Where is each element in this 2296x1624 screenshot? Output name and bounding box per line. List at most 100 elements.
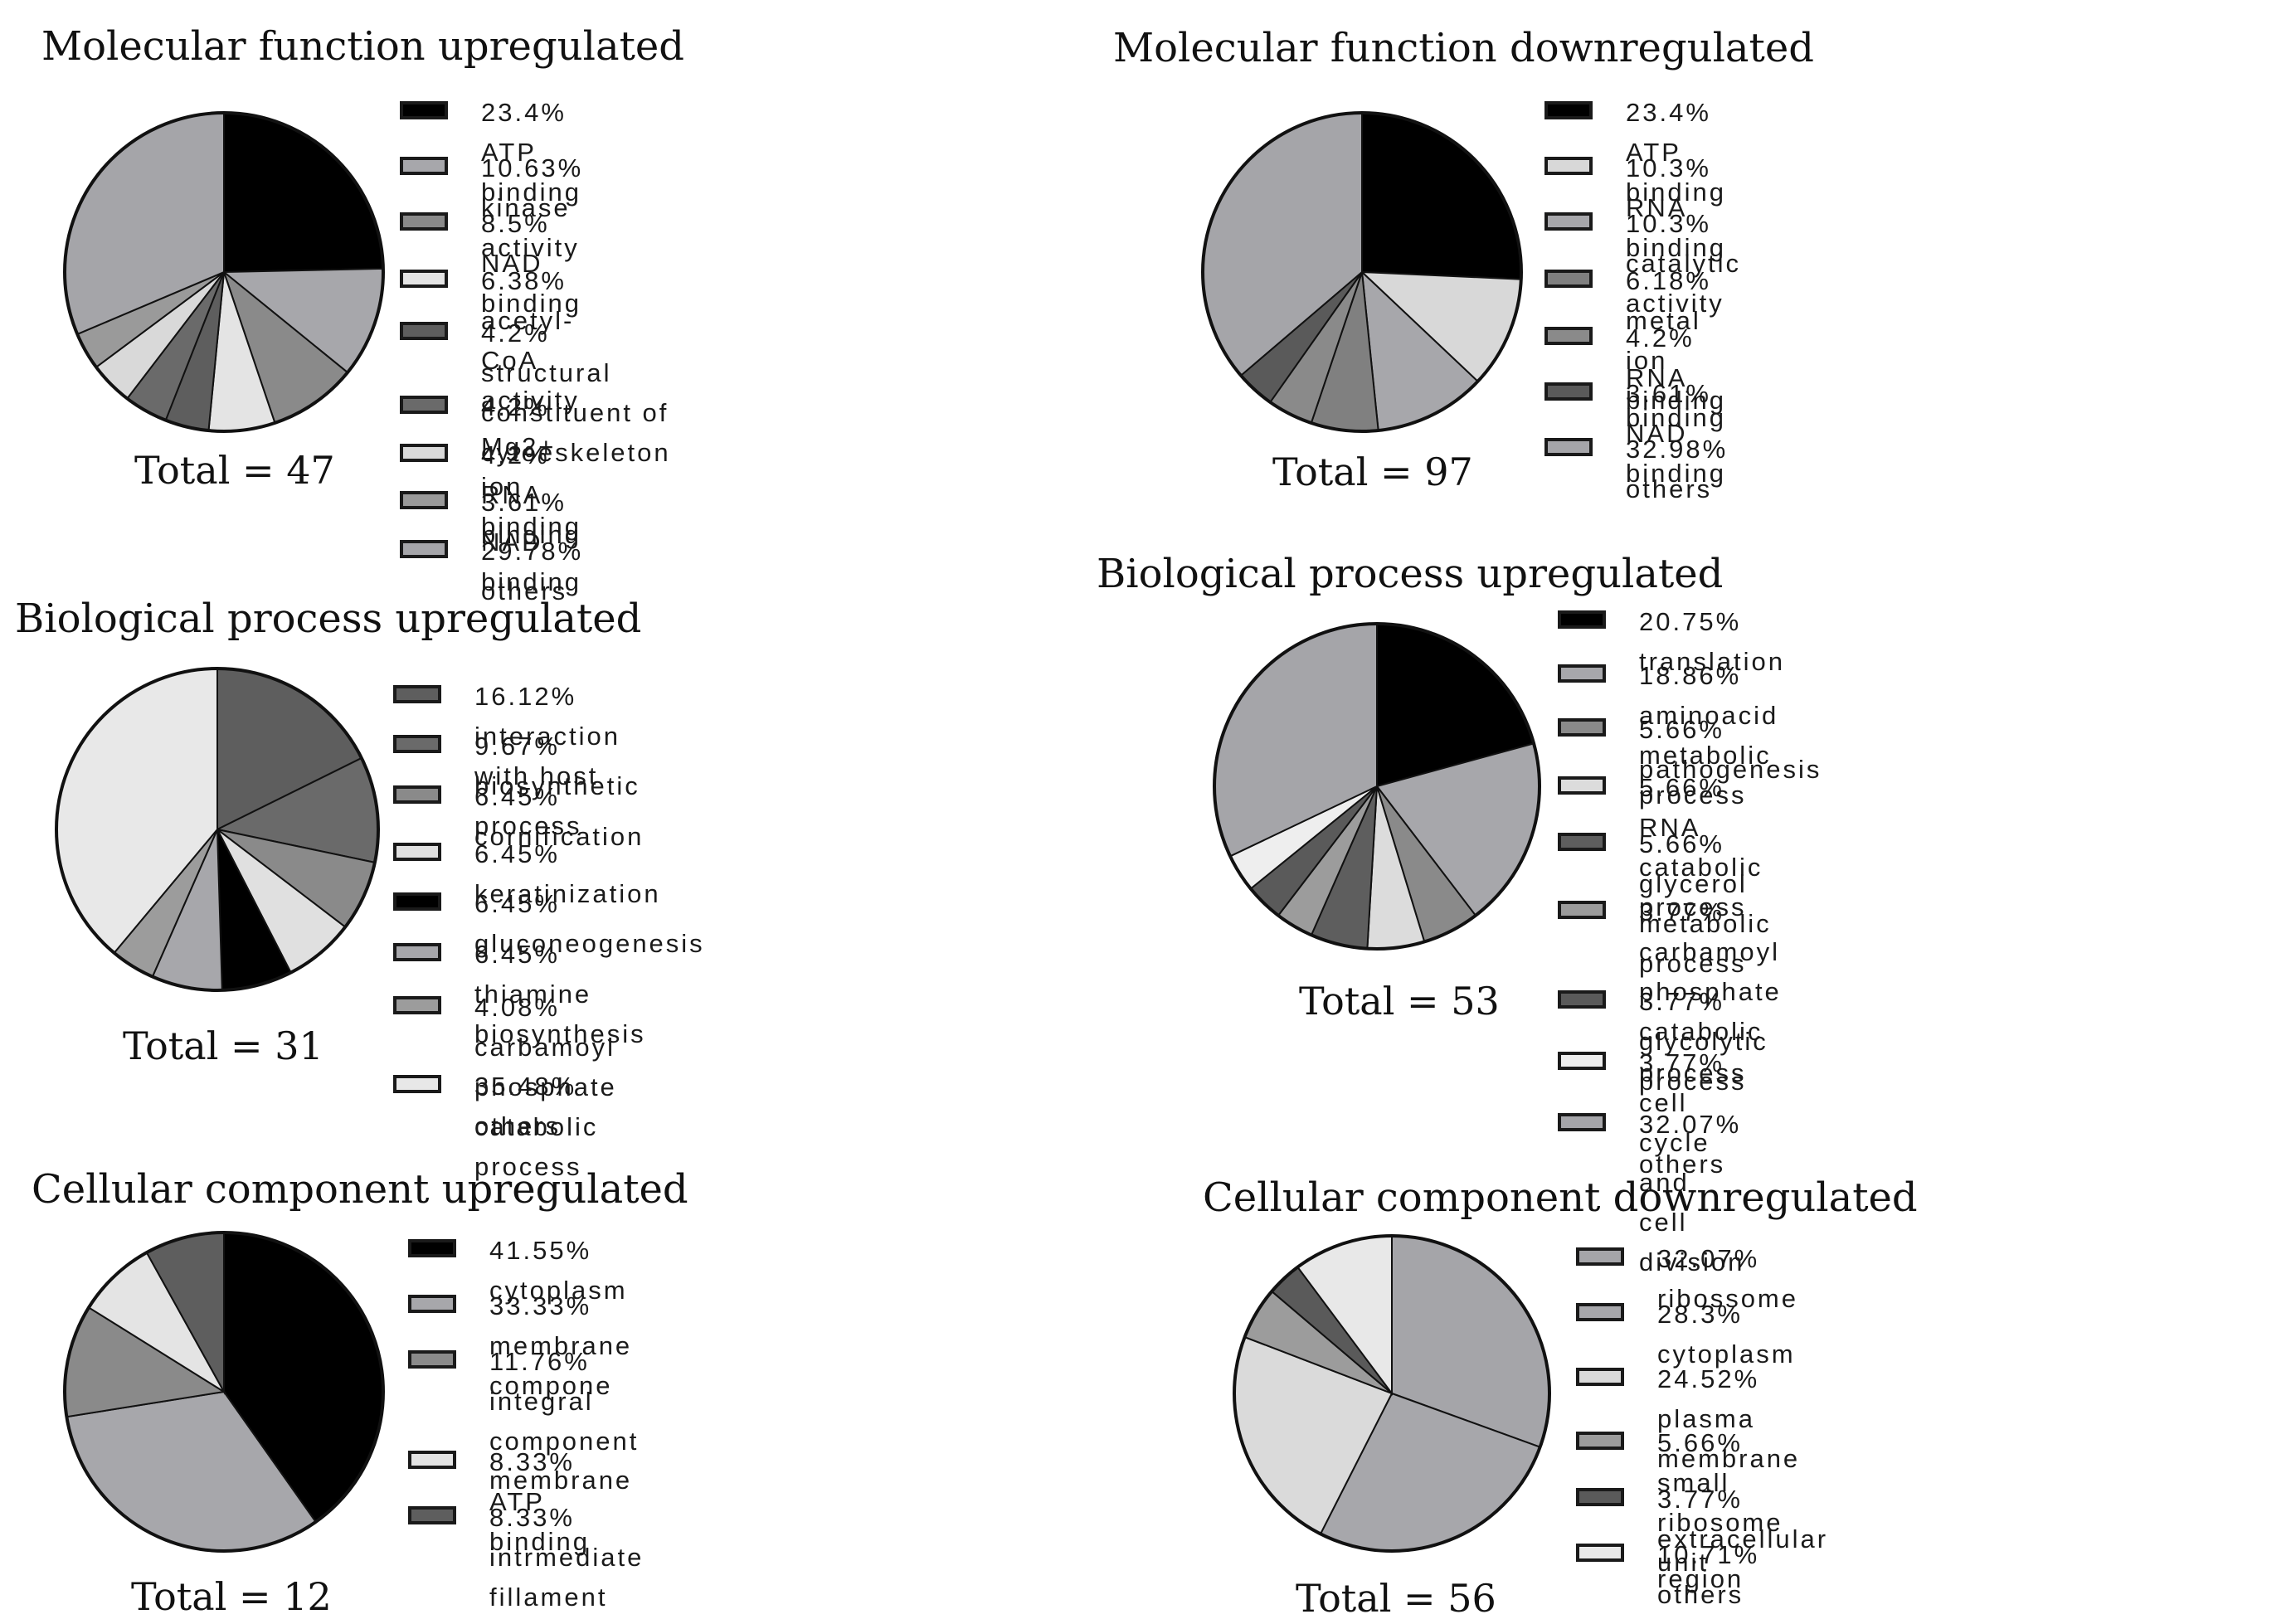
legend-label-line: 29.78% others (481, 537, 584, 605)
legend-label-line: 3.61% NAD binding (481, 488, 581, 596)
legend-label-line: 5.66% small ribosome unit (1657, 1428, 1783, 1577)
legend-swatch (400, 396, 448, 414)
legend-label: 5.66% pathogenesis (1639, 710, 1822, 790)
legend-swatch (1544, 212, 1593, 231)
legend-label: 10.71% others (1657, 1535, 1759, 1615)
pie-outline (1233, 1234, 1551, 1553)
pie-chart (1213, 622, 1541, 951)
pie-chart (55, 667, 380, 992)
legend-label: 8.5% NAD binding (481, 204, 581, 323)
chart-title: Molecular function upregulated (41, 23, 684, 70)
legend-label: 33.33% membrane compone (489, 1286, 632, 1406)
legend-swatch (1558, 990, 1606, 1009)
legend-label-line: 4.2% RNA binding (481, 440, 581, 549)
legend-swatch (400, 322, 448, 340)
legend-label: 10.3% RNA binding (1626, 148, 1726, 268)
legend-swatch (408, 1506, 456, 1524)
legend-swatch (393, 685, 441, 703)
legend-label-line: 4.2% Mg2+ ion binding (481, 392, 581, 541)
pie-chart (1233, 1234, 1551, 1553)
legend-label-line: 5.66% RNA catabolic process (1639, 773, 1763, 921)
legend-swatch (400, 491, 448, 509)
legend-label: 3.77% cell cycle and cell division (1639, 1043, 1744, 1282)
legend-label: 8.33% ATP binding (489, 1442, 590, 1562)
legend-label-line: 3.77% cell cycle and cell division (1639, 1048, 1745, 1276)
legend-label: 8.33% intrmediate fillament (489, 1498, 644, 1617)
legend-label-line: 6.45% thiamine biosynthesis (474, 940, 646, 1048)
legend-label: 16.12% interaction with host (474, 677, 620, 796)
chart-title: Cellular component downregulated (1203, 1174, 1918, 1221)
total-label: Total = 97 (1272, 450, 1473, 494)
legend-swatch (393, 735, 441, 753)
legend-label-line: 11.76% integral component (489, 1347, 640, 1456)
legend-label: 23.4% ATP binding (1626, 93, 1726, 212)
legend-label: 41.55% cytoplasm (489, 1231, 628, 1310)
legend-swatch (1544, 101, 1593, 119)
legend-label: 5.66% small ribosome unit (1657, 1423, 1783, 1583)
pie-outline (63, 1231, 385, 1553)
legend-label: 3.61% NAD binding (481, 483, 581, 602)
legend-label: 20.75% translation (1639, 602, 1785, 682)
pie-slice (223, 111, 384, 274)
legend-label: 23.4% ATP binding (481, 93, 581, 212)
legend-label-line: 41.55% cytoplasm (489, 1236, 628, 1305)
legend-swatch (1576, 1488, 1624, 1506)
legend-label: 10.3% catalytic activity (1626, 204, 1741, 323)
legend-label: 4.08% carbamoyl phosphate catabolic proce… (474, 988, 617, 1187)
legend-label-line: 28.3% cytoplasm (1657, 1300, 1796, 1369)
legend-label-line: 32.07% ribossome (1657, 1244, 1798, 1313)
legend-swatch (1576, 1368, 1624, 1386)
legend-swatch (393, 892, 441, 911)
legend-swatch (1576, 1303, 1624, 1321)
legend-label: 4.2% RNA binding (481, 435, 581, 555)
legend-swatch (400, 101, 448, 119)
chart-title: Biological process upregulated (15, 596, 642, 642)
legend-swatch (1558, 610, 1606, 629)
legend-label-line: 6.18% metal ion binding (1626, 266, 1726, 415)
legend-label-line: membrane (489, 1466, 633, 1495)
legend-label-line: 10.71% others (1657, 1540, 1760, 1609)
legend-swatch (408, 1350, 456, 1369)
legend-label: 9.67% biosynthetic process (474, 727, 640, 846)
legend-label-line: 3.61% NAD binding (1626, 379, 1726, 488)
legend-swatch (393, 785, 441, 804)
legend-label-line: 8.33% intrmediate fillament (489, 1503, 645, 1612)
legend-label-line: 4.2% RNA binding (1626, 323, 1726, 432)
legend-label-line: 4.2% structural constituent of (481, 318, 669, 427)
legend-label: 32.98% others (1626, 430, 1728, 509)
legend-swatch (1576, 1247, 1624, 1266)
legend-swatch (1544, 382, 1593, 401)
chart-title: Biological process upregulated (1097, 551, 1724, 597)
legend-label-line: 5.66% glycerol metabolic process (1639, 829, 1772, 978)
legend-label: 5.66% glycerol metabolic process (1639, 824, 1772, 984)
legend-label: 6.38% acetyl-CoA activity (481, 261, 580, 421)
legend-label: 3.77% carbamoyl phosphate catabolic proce… (1639, 892, 1782, 1095)
legend-label: 28.3% cytoplasm (1657, 1295, 1796, 1374)
legend-swatch (1544, 270, 1593, 288)
chart-title: Molecular function downregulated (1113, 25, 1814, 71)
legend-swatch (400, 212, 448, 231)
legend-swatch (1544, 327, 1593, 345)
pie-outline (1213, 622, 1541, 951)
legend-swatch (408, 1451, 456, 1469)
legend-label: 24.52% plasma membrane (1657, 1359, 1800, 1479)
total-label: Total = 47 (134, 448, 335, 493)
legend-swatch (1558, 1113, 1606, 1131)
legend-swatch (1558, 776, 1606, 795)
legend-label-line: 33.33% membrane compone (489, 1291, 633, 1400)
legend-label-line: 6.45% keratinization (474, 839, 661, 908)
legend-swatch (400, 444, 448, 462)
legend-swatch (1558, 1052, 1606, 1070)
legend-label: 4.2% Mg2+ ion binding (481, 387, 581, 547)
legend-label-line: 32.07% others (1639, 1110, 1742, 1179)
chart-title: Cellular component upregulated (32, 1166, 688, 1213)
legend-label: 18.86% aminoacid metabolic process (1639, 656, 1778, 815)
total-label: Total = 56 (1296, 1576, 1496, 1621)
legend-label-line: 6.45% gluconeogenesis (474, 889, 705, 958)
legend-label: 6.45% gluconeogenesis (474, 884, 705, 964)
legend-label-line: 3.77% carbamoyl phosphate catabolic (1639, 897, 1782, 1046)
legend-swatch (408, 1295, 456, 1313)
legend-label: 3.61% NAD binding (1626, 374, 1726, 494)
pie-outline (63, 111, 385, 433)
legend-swatch (400, 270, 448, 288)
